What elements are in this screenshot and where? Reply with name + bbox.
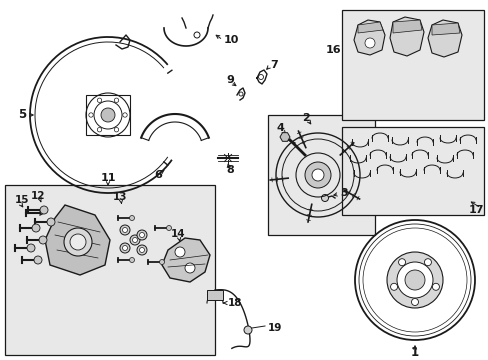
Bar: [5, 185, 215, 355]
Polygon shape: [357, 22, 382, 33]
Circle shape: [70, 234, 86, 250]
Text: 8: 8: [225, 165, 233, 175]
Circle shape: [424, 259, 430, 266]
Circle shape: [137, 230, 147, 240]
Circle shape: [122, 113, 127, 117]
Circle shape: [184, 263, 195, 273]
Polygon shape: [389, 17, 423, 56]
Circle shape: [244, 326, 251, 334]
Circle shape: [396, 262, 432, 298]
Text: 17: 17: [468, 205, 483, 215]
Circle shape: [132, 238, 137, 243]
Circle shape: [386, 252, 442, 308]
Circle shape: [431, 283, 439, 290]
Circle shape: [411, 298, 418, 306]
Circle shape: [139, 233, 144, 238]
Text: 1: 1: [410, 346, 418, 359]
Circle shape: [122, 228, 127, 233]
Circle shape: [390, 283, 397, 290]
Circle shape: [321, 194, 328, 202]
Text: 15: 15: [15, 195, 29, 205]
Polygon shape: [280, 133, 289, 141]
Circle shape: [32, 224, 40, 232]
Text: 16: 16: [325, 45, 340, 55]
Circle shape: [97, 98, 102, 103]
Bar: [206, 290, 223, 300]
Polygon shape: [162, 238, 209, 282]
Text: 12: 12: [31, 191, 45, 201]
Circle shape: [120, 225, 130, 235]
Circle shape: [97, 127, 102, 132]
Circle shape: [122, 246, 127, 251]
Circle shape: [89, 113, 93, 117]
Bar: [86, 95, 130, 135]
Circle shape: [114, 127, 119, 132]
Text: 14: 14: [170, 229, 185, 239]
Circle shape: [130, 235, 140, 245]
Circle shape: [39, 236, 47, 244]
Circle shape: [40, 206, 48, 214]
Circle shape: [166, 225, 171, 230]
Circle shape: [398, 259, 405, 266]
Polygon shape: [45, 205, 110, 275]
Circle shape: [101, 108, 115, 122]
Polygon shape: [353, 20, 384, 55]
Circle shape: [137, 245, 147, 255]
Circle shape: [129, 216, 134, 220]
Polygon shape: [427, 20, 461, 57]
Circle shape: [364, 38, 374, 48]
Circle shape: [129, 257, 134, 262]
Circle shape: [175, 247, 184, 257]
Text: 7: 7: [269, 60, 277, 70]
Bar: [341, 127, 483, 215]
Circle shape: [27, 244, 35, 252]
Circle shape: [159, 260, 164, 265]
Circle shape: [114, 98, 119, 103]
Circle shape: [64, 228, 92, 256]
Circle shape: [120, 243, 130, 253]
Bar: [267, 115, 374, 235]
Bar: [341, 10, 483, 120]
Text: 4: 4: [276, 123, 284, 133]
Circle shape: [311, 169, 324, 181]
Text: 9: 9: [225, 75, 233, 85]
Text: 13: 13: [113, 192, 127, 202]
Text: 18: 18: [227, 298, 242, 308]
Circle shape: [47, 218, 55, 226]
Circle shape: [34, 256, 42, 264]
Text: 2: 2: [302, 113, 309, 123]
Text: 19: 19: [267, 323, 282, 333]
Text: 10: 10: [224, 35, 239, 45]
Text: 5: 5: [18, 108, 26, 122]
Polygon shape: [392, 20, 421, 33]
Circle shape: [305, 162, 330, 188]
Polygon shape: [431, 23, 459, 35]
Circle shape: [139, 248, 144, 252]
Text: 6: 6: [154, 170, 162, 180]
Circle shape: [404, 270, 424, 290]
Text: 11: 11: [100, 173, 116, 183]
Text: 3: 3: [339, 188, 347, 198]
